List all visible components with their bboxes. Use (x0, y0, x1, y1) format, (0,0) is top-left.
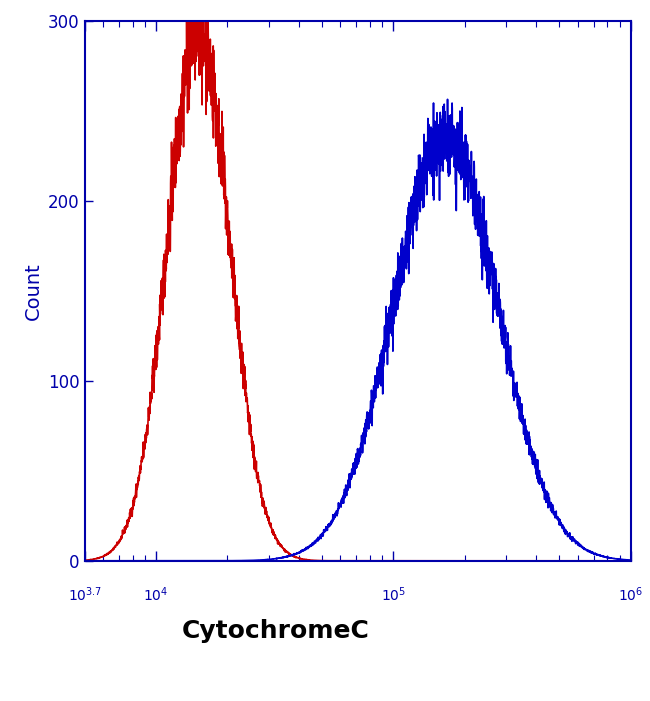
Text: $10^{4}$: $10^{4}$ (143, 586, 168, 604)
Text: $10^{6}$: $10^{6}$ (618, 586, 643, 604)
Text: CytochromeC: CytochromeC (181, 619, 370, 643)
Y-axis label: Count: Count (23, 262, 42, 320)
Text: $10^{5}$: $10^{5}$ (380, 586, 406, 604)
Text: $10^{3.7}$: $10^{3.7}$ (68, 586, 101, 604)
